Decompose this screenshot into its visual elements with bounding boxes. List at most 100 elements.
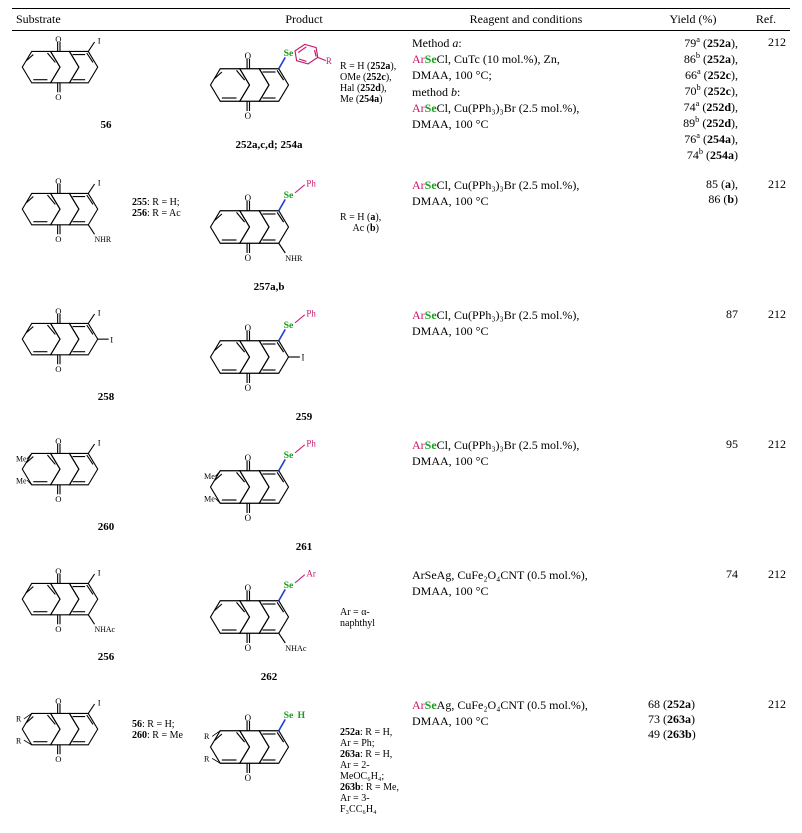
table-row: OOII 258 OOSePhI 259 ArSeCl, Cu(PPh₃)₃Br…: [12, 303, 790, 433]
svg-text:Se: Se: [284, 48, 294, 59]
svg-text:R: R: [204, 755, 210, 764]
reagent-cell: ArSeCl, Cu(PPh₃)₃Br (2.5 mol.%),DMAA, 10…: [408, 303, 644, 433]
svg-text:O: O: [245, 583, 252, 593]
reagent-cell: ArSeCl, Cu(PPh₃)₃Br (2.5 mol.%),DMAA, 10…: [408, 173, 644, 303]
ref-cell: 212: [742, 173, 790, 303]
product-svg: OOSeHRR: [204, 697, 334, 797]
product-cell: OOSePhMeMe 261: [200, 433, 408, 563]
yield-cell: 79a (252a),86b (252a),66a (252c),70b (25…: [644, 31, 742, 174]
svg-text:O: O: [55, 234, 61, 244]
product-cell: OOSeR 252a,c,d; 254a R = H (252a), OMe (…: [200, 31, 408, 174]
svg-text:O: O: [55, 92, 61, 102]
product-svg: O O Se Ph NHR: [204, 177, 334, 277]
svg-text:NHAc: NHAc: [95, 625, 116, 634]
yield-cell: 68 (252a)73 (263a)49 (263b): [644, 693, 742, 825]
svg-text:R: R: [326, 56, 332, 66]
table-row: OOIMeMe 260 OOSePhMeMe 261 ArSeCl, Cu(PP…: [12, 433, 790, 563]
structure-svg: OOIMeMe: [16, 437, 126, 517]
product-cell: OOSeArNHAc 262 Ar = α-naphthyl: [200, 563, 408, 693]
substrate-cell: OOINHAc 256: [12, 563, 200, 693]
svg-text:O: O: [55, 364, 61, 374]
yield-cell: 95: [644, 433, 742, 563]
svg-text:O: O: [55, 697, 61, 706]
structure-svg: O O I: [16, 35, 126, 115]
svg-text:O: O: [245, 453, 252, 463]
svg-text:I: I: [98, 36, 101, 46]
ref-cell: 212: [742, 433, 790, 563]
reagent-cell: ArSeAg, CuFe₂O₄CNT (0.5 mol.%),DMAA, 100…: [408, 563, 644, 693]
product-svg: OOSePhI: [204, 307, 334, 407]
structure-svg: OOIRR: [16, 697, 126, 777]
col-ref: Ref.: [742, 9, 790, 31]
svg-text:I: I: [98, 438, 101, 448]
product-cell: OOSePhNHR 257a,b R = H (a), Ac (b): [200, 173, 408, 303]
svg-text:NHR: NHR: [285, 254, 303, 263]
substrate-cell: OOIRR 56: R = H;260: R = Me: [12, 693, 200, 825]
col-product: Product: [200, 9, 408, 31]
svg-text:I: I: [98, 178, 101, 188]
svg-text:O: O: [245, 253, 252, 263]
svg-text:Se: Se: [284, 580, 294, 591]
product-svg: O O Se R: [204, 35, 334, 135]
svg-text:I: I: [98, 308, 101, 318]
svg-text:Me: Me: [16, 476, 27, 485]
reaction-table: Substrate Product Reagent and conditions…: [12, 8, 790, 825]
svg-text:O: O: [245, 193, 252, 203]
svg-text:Ph: Ph: [306, 178, 316, 188]
svg-text:I: I: [110, 334, 113, 344]
svg-text:Se: Se: [284, 190, 294, 201]
svg-text:O: O: [245, 383, 252, 393]
ref-cell: 212: [742, 693, 790, 825]
reagent-cell: ArSeAg, CuFe₂O₄CNT (0.5 mol.%),DMAA, 100…: [408, 693, 644, 825]
product-svg: OOSeArNHAc: [204, 567, 334, 667]
svg-text:I: I: [98, 698, 101, 708]
ref-cell: 212: [742, 303, 790, 433]
table-row: OOINHAc 256 OOSeArNHAc 262 Ar = α-naphth…: [12, 563, 790, 693]
substrate-cell: OOIMeMe 260: [12, 433, 200, 563]
svg-text:O: O: [55, 567, 61, 576]
col-substrate: Substrate: [12, 9, 200, 31]
svg-text:O: O: [55, 35, 61, 44]
svg-text:O: O: [245, 111, 252, 121]
product-cell: OOSeHRR 252a: R = H, Ar = Ph; 263a: R = …: [200, 693, 408, 825]
table-row: OOINHR 255: R = H;256: R = Ac OOSePhNHR …: [12, 173, 790, 303]
svg-text:NHR: NHR: [95, 235, 112, 244]
structure-svg: O O I NHR: [16, 177, 126, 257]
svg-text:H: H: [297, 710, 305, 721]
ref-cell: 212: [742, 563, 790, 693]
svg-text:O: O: [55, 177, 61, 186]
table-row: OOI 56 OOSeR 252a,c,d; 254a R = H (252a)…: [12, 31, 790, 174]
svg-text:Me: Me: [204, 472, 215, 481]
svg-text:Ph: Ph: [306, 438, 316, 448]
svg-text:O: O: [55, 624, 61, 634]
svg-text:O: O: [55, 754, 61, 764]
svg-text:I: I: [302, 352, 305, 362]
yield-cell: 87: [644, 303, 742, 433]
substrate-cell: OOINHR 255: R = H;256: R = Ac: [12, 173, 200, 303]
table-row: OOIRR 56: R = H;260: R = Me OOSeHRR 252a…: [12, 693, 790, 825]
product-svg: O O Se Ph Me Me: [204, 437, 334, 537]
col-yield: Yield (%): [644, 9, 742, 31]
svg-text:NHAc: NHAc: [285, 644, 307, 653]
svg-text:Ar: Ar: [306, 568, 315, 578]
svg-text:O: O: [245, 513, 252, 523]
svg-text:O: O: [245, 773, 252, 783]
product-cell: OOSePhI 259: [200, 303, 408, 433]
structure-svg: O O I NHAc: [16, 567, 126, 647]
svg-text:O: O: [245, 323, 252, 333]
structure-svg: O O I I: [16, 307, 126, 387]
table-body: OOI 56 OOSeR 252a,c,d; 254a R = H (252a)…: [12, 31, 790, 826]
svg-text:Me: Me: [204, 495, 215, 504]
svg-text:Ph: Ph: [306, 308, 316, 318]
yield-cell: 85 (a),86 (b): [644, 173, 742, 303]
svg-text:Me: Me: [16, 454, 27, 463]
svg-text:R: R: [16, 714, 22, 723]
svg-text:Se: Se: [284, 450, 294, 461]
svg-text:O: O: [55, 307, 61, 316]
svg-text:I: I: [98, 568, 101, 578]
reagent-cell: ArSeCl, Cu(PPh₃)₃Br (2.5 mol.%),DMAA, 10…: [408, 433, 644, 563]
svg-text:R: R: [204, 732, 210, 741]
ref-cell: 212: [742, 31, 790, 174]
svg-text:O: O: [245, 51, 252, 61]
reagent-cell: Method a:ArSeCl, CuTc (10 mol.%), Zn,DMA…: [408, 31, 644, 174]
